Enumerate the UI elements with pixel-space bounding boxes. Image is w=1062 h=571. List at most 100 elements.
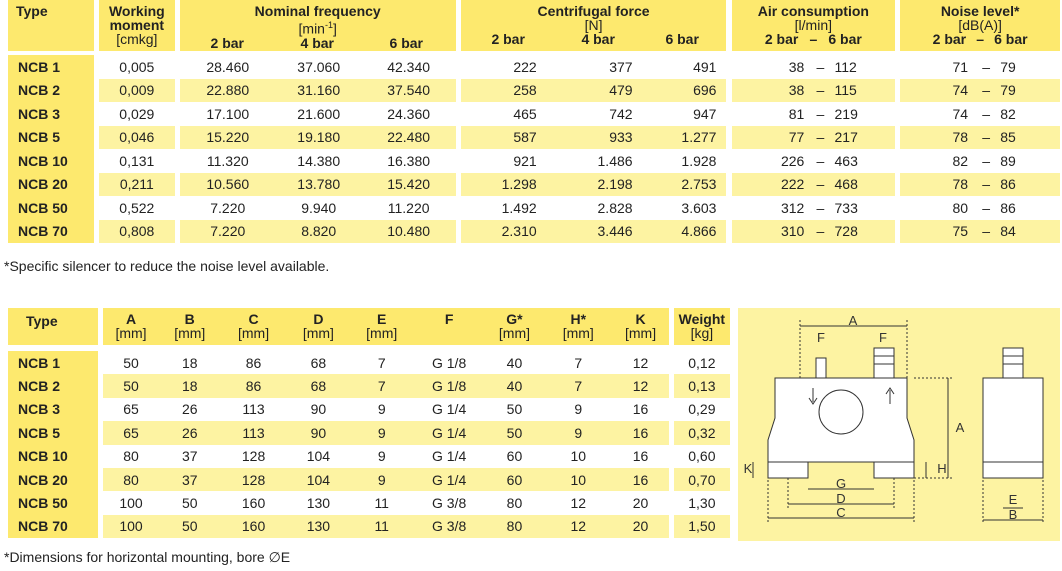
cell-a2: 222 xyxy=(731,172,811,196)
cell-a: 50 xyxy=(102,374,160,398)
cell-b: 37 xyxy=(159,444,221,468)
cell-c: 86 xyxy=(220,351,287,375)
cell-f: G 1/4 xyxy=(413,467,485,492)
header-centrifugal-force-unit: [N] xyxy=(584,17,603,33)
label-d: D xyxy=(836,491,845,506)
cell-w: 1,50 xyxy=(673,514,730,539)
table-row: NCB 1 0,005 28.460 37.060 42.340 222 377 491 38–… xyxy=(8,55,1060,79)
label-c: C xyxy=(836,505,845,520)
table-row: NCB 50 100 50 160 130 11 G 3/8 80 12 20 1,30 xyxy=(8,491,730,515)
cell-f6: 15.420 xyxy=(361,172,456,196)
cell-moment: 0,131 xyxy=(98,149,175,173)
cell-g: 60 xyxy=(484,467,545,492)
cell-a: 100 xyxy=(102,491,160,515)
header-air-2bar: 2 bar xyxy=(764,31,799,47)
cell-n2: 74 xyxy=(900,102,977,126)
cell-h: 10 xyxy=(544,467,613,492)
cell-n6: 86 xyxy=(996,172,1060,196)
cell-moment: 0,005 xyxy=(98,55,175,79)
cell-c2: 465 xyxy=(460,102,557,126)
cell-type: NCB 10 xyxy=(8,149,94,173)
header-noise-2bar: 2 bar xyxy=(932,31,967,47)
dimensions-footnote: *Dimensions for horizontal mounting, bor… xyxy=(4,549,291,565)
port-left xyxy=(815,357,827,379)
cell-h: 9 xyxy=(544,397,613,422)
header-air-consumption-unit: [l/min] xyxy=(794,17,833,33)
cell-g: 50 xyxy=(484,421,545,445)
cell-f4: 37.060 xyxy=(275,55,362,79)
range-dash: – xyxy=(810,78,831,102)
cell-c: 128 xyxy=(220,444,287,468)
cell-w: 0,60 xyxy=(673,444,730,468)
cell-a: 50 xyxy=(102,351,160,375)
cell-f4: 13.780 xyxy=(275,172,362,196)
header-noise-6bar: 6 bar xyxy=(994,31,1028,47)
right-foot xyxy=(873,461,915,479)
cell-e: 7 xyxy=(350,374,414,398)
dim-header-g: G* [mm] xyxy=(484,308,545,345)
table-row: NCB 20 80 37 128 104 9 G 1/4 60 10 16 0,70 xyxy=(8,467,730,492)
cell-h: 7 xyxy=(544,374,613,398)
cell-f2: 10.560 xyxy=(179,172,276,196)
cell-e: 7 xyxy=(350,351,414,375)
header-air-dash: – xyxy=(809,31,818,47)
cell-n6: 85 xyxy=(996,125,1060,149)
cell-n2: 74 xyxy=(900,78,977,102)
cell-b: 37 xyxy=(159,467,221,492)
cell-f6: 16.380 xyxy=(361,149,456,173)
cell-f4: 19.180 xyxy=(275,125,362,149)
cell-f: G 3/8 xyxy=(413,491,485,515)
cell-type: NCB 5 xyxy=(8,421,98,445)
cell-f6: 11.220 xyxy=(361,196,456,220)
cell-e: 9 xyxy=(350,397,414,422)
cell-c6: 947 xyxy=(642,102,727,126)
cell-e: 11 xyxy=(350,514,414,539)
cell-type: NCB 70 xyxy=(8,514,98,539)
label-a-side: A xyxy=(956,420,965,435)
cell-b: 18 xyxy=(159,374,221,398)
cell-n2: 80 xyxy=(900,196,977,220)
cell-f6: 37.540 xyxy=(361,78,456,102)
table-row: NCB 20 0,211 10.560 13.780 15.420 1.298 2.198 2… xyxy=(8,172,1060,196)
cell-c4: 479 xyxy=(556,78,643,102)
table-row: NCB 2 0,009 22.880 31.160 37.540 258 479 696 38–… xyxy=(8,78,1060,102)
table-row: NCB 5 0,046 15.220 19.180 22.480 587 933 1.277 7… xyxy=(8,125,1060,149)
header-working-moment: Working moment [cmkg] xyxy=(98,0,175,51)
cell-n6: 89 xyxy=(996,149,1060,173)
header-nominal-frequency: Nominal frequency [min-1] 2 bar 4 bar 6 … xyxy=(179,0,456,51)
cell-c6: 1.277 xyxy=(642,125,727,149)
header-nominal-frequency-unit: [min-1] xyxy=(298,20,337,37)
cell-d: 90 xyxy=(286,421,351,445)
cell-c2: 921 xyxy=(460,149,557,173)
cell-type: NCB 1 xyxy=(8,55,94,79)
cell-n2: 75 xyxy=(900,219,977,243)
cell-w: 0,29 xyxy=(673,397,730,422)
cell-a2: 81 xyxy=(731,102,811,126)
cell-a: 65 xyxy=(102,397,160,422)
cell-a2: 38 xyxy=(731,78,811,102)
range-dash: – xyxy=(976,125,997,149)
cell-k: 16 xyxy=(612,397,669,422)
cell-f: G 1/8 xyxy=(413,351,485,375)
cell-n2: 82 xyxy=(900,149,977,173)
cell-c6: 2.753 xyxy=(642,172,727,196)
table-row: NCB 1 50 18 86 68 7 G 1/8 40 7 12 0,12 xyxy=(8,351,730,375)
cell-k: 20 xyxy=(612,514,669,539)
range-dash: – xyxy=(810,102,831,126)
cell-a2: 77 xyxy=(731,125,811,149)
cell-w: 0,12 xyxy=(673,351,730,375)
cell-c2: 258 xyxy=(460,78,557,102)
cell-type: NCB 1 xyxy=(8,351,98,375)
range-dash: – xyxy=(976,78,997,102)
cell-d: 130 xyxy=(286,514,351,539)
cell-n6: 86 xyxy=(996,196,1060,220)
cell-a6: 463 xyxy=(830,149,896,173)
range-dash: – xyxy=(810,219,831,243)
cell-f4: 31.160 xyxy=(275,78,362,102)
dim-header-a: A [mm] xyxy=(102,308,160,345)
table-row: NCB 50 0,522 7.220 9.940 11.220 1.492 2.828 3.6… xyxy=(8,196,1060,220)
cell-moment: 0,009 xyxy=(98,78,175,102)
cell-a6: 115 xyxy=(830,78,896,102)
table-row: NCB 5 65 26 113 90 9 G 1/4 50 9 16 0,32 xyxy=(8,421,730,445)
cell-moment: 0,808 xyxy=(98,219,175,243)
